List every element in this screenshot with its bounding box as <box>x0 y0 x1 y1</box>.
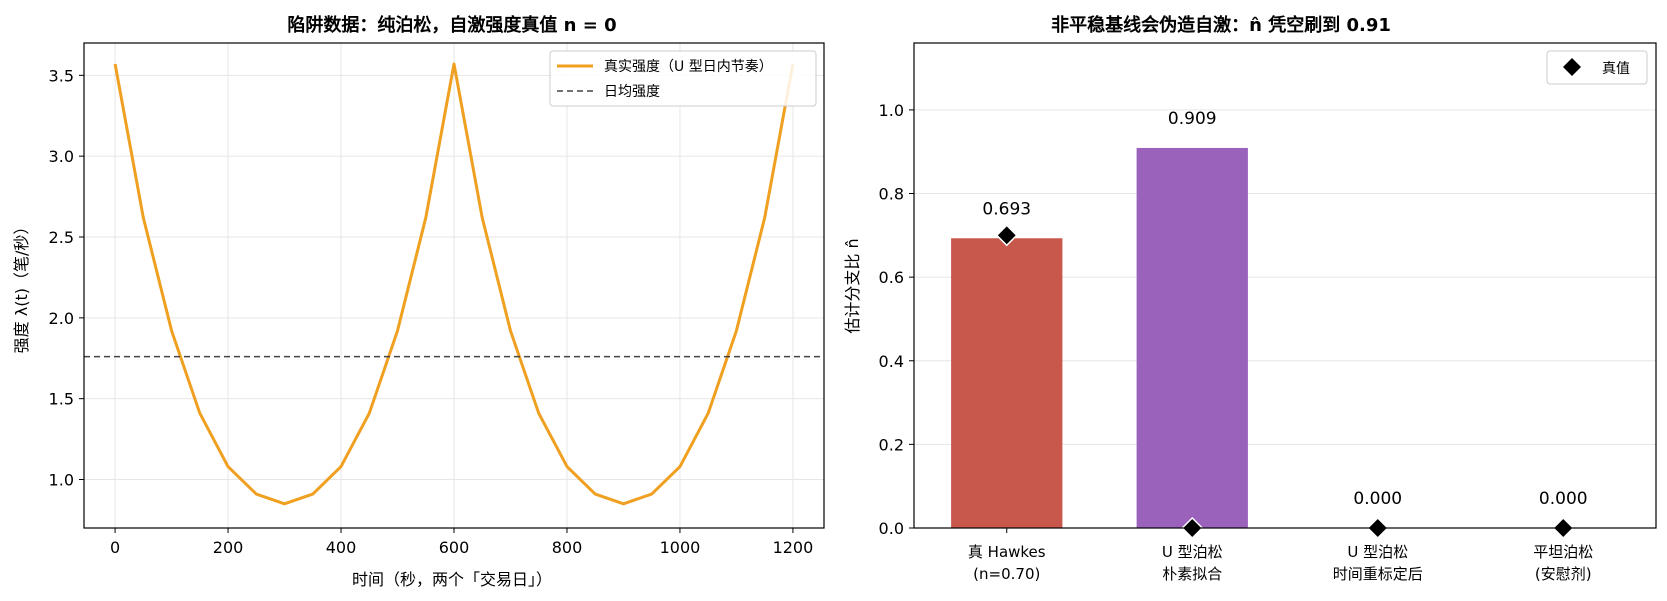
right-x-category-label: 真 Hawkes <box>968 543 1046 561</box>
left-legend-label-true-intensity: 真实强度（U 型日内节奏） <box>604 59 773 75</box>
left-y-axis-label: 强度 λ(t)（笔/秒） <box>12 219 31 354</box>
right-chart-title: 非平稳基线会伪造自激：n̂ 凭空刷到 0.91 <box>1051 14 1391 36</box>
right-x-category-label: (n=0.70) <box>973 565 1040 583</box>
left-plot-area <box>84 62 824 506</box>
right-x-category-label: 时间重标定后 <box>1333 565 1423 583</box>
right-legend-diamond-marker <box>1563 58 1581 76</box>
right-bar-value-label: 0.693 <box>982 199 1031 219</box>
left-y-tick-label: 1.0 <box>49 471 74 490</box>
left-y-tick-label: 1.5 <box>49 390 74 409</box>
left-y-tick-label: 3.5 <box>49 66 74 85</box>
right-bar-value-label: 0.909 <box>1168 109 1217 129</box>
left-gridlines <box>84 43 824 528</box>
left-series-true-intensity-line <box>113 62 795 506</box>
right-bar-value-label: 0.000 <box>1353 489 1402 509</box>
right-legend: 真值 <box>1546 50 1648 85</box>
right-legend-box <box>1546 50 1648 85</box>
right-x-category-label: 朴素拟合 <box>1162 565 1222 583</box>
left-y-tick-label: 3.0 <box>49 147 74 166</box>
left-chart-title: 陷阱数据：纯泊松，自激强度真值 n = 0 <box>287 14 616 36</box>
right-x-category-label: (安慰剂) <box>1535 565 1592 583</box>
right-x-category-label: U 型泊松 <box>1162 543 1223 561</box>
left-legend: 真实强度（U 型日内节奏） 日均强度 <box>549 50 817 107</box>
left-x-tick-label: 400 <box>326 538 357 557</box>
right-bar-value-label: 0.000 <box>1539 489 1588 509</box>
left-x-tick-label: 600 <box>439 538 470 557</box>
right-legend-label-true-value: 真值 <box>1602 61 1630 77</box>
left-x-tick-label: 0 <box>110 538 120 557</box>
right-axes-frame <box>913 42 1657 529</box>
left-ticks: 0 200 400 600 800 1000 1200 1.0 1.5 2.0 2.5 3.0 3.5 <box>49 66 814 557</box>
left-x-tick-label: 800 <box>552 538 583 557</box>
right-bar <box>951 238 1063 528</box>
left-chart: 陷阱数据：纯泊松，自激强度真值 n = 0 0 200 400 600 800 1000 1… <box>12 14 825 589</box>
right-x-category-label: 平坦泊松 <box>1533 543 1593 561</box>
right-y-axis-label: 估计分支比 n̂ <box>843 238 862 333</box>
left-y-tick-label: 2.0 <box>49 309 74 328</box>
right-y-tick-label: 1.0 <box>879 101 904 120</box>
right-y-tick-label: 0.2 <box>879 435 904 454</box>
right-plot-area: 0.693 0.909 0.000 0.000 <box>951 109 1588 540</box>
left-x-tick-label: 1200 <box>773 538 814 557</box>
right-ticks: 0.0 0.2 0.4 0.6 0.8 1.0 真 Hawkes (n=0.70) U 型泊松朴… <box>879 101 1594 583</box>
right-bar <box>1136 147 1248 528</box>
right-y-tick-label: 0.0 <box>879 519 904 538</box>
right-y-tick-label: 0.8 <box>879 185 904 204</box>
right-y-tick-label: 0.6 <box>879 268 904 287</box>
left-y-tick-label: 2.5 <box>49 228 74 247</box>
left-legend-box <box>549 50 817 107</box>
left-x-tick-label: 200 <box>213 538 244 557</box>
left-legend-label-mean-intensity: 日均强度 <box>604 84 660 100</box>
left-x-tick-label: 1000 <box>660 538 701 557</box>
left-x-axis-label: 时间（秒，两个「交易日」） <box>352 570 552 589</box>
right-y-tick-label: 0.4 <box>879 352 904 371</box>
right-true-value-marker <box>995 224 1018 247</box>
right-x-category-label: U 型泊松 <box>1347 543 1408 561</box>
